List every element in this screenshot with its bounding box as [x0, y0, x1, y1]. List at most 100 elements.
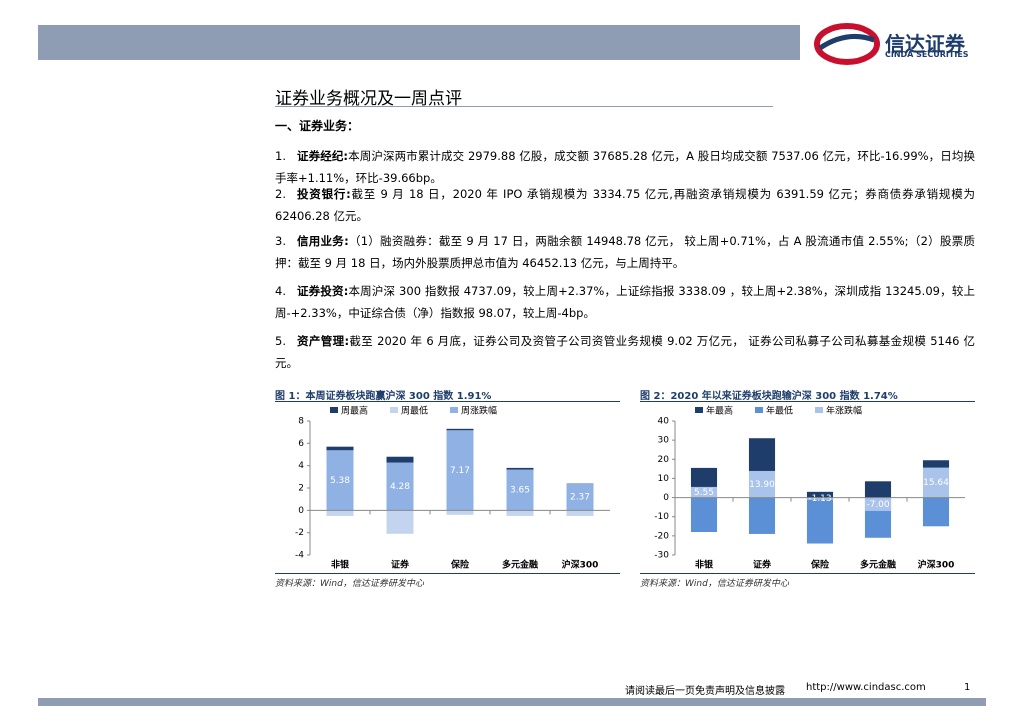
- legend-swatch: [695, 407, 703, 413]
- legend-swatch: [450, 407, 458, 413]
- bar-low: [922, 497, 950, 527]
- bar-low: [386, 510, 414, 534]
- figure-caption: 图 2：2020 年以来证券板块跑输沪深 300 指数 1.74%: [640, 391, 898, 402]
- logo-icon: [814, 23, 880, 65]
- x-tick-label: 非银: [695, 559, 714, 571]
- y-tick-label: 20: [658, 455, 670, 465]
- item-text: 截至 9 月 18 日，2020 年 IPO 承销规模为 3334.75 亿元,…: [275, 187, 975, 223]
- bar-change: [566, 483, 594, 511]
- x-tick-label: 沪深300: [562, 559, 599, 571]
- value-label: 5.38: [330, 476, 350, 486]
- value-label: -1.13: [808, 494, 831, 504]
- y-tick-label: 10: [658, 474, 670, 484]
- bar-high: [748, 438, 776, 471]
- y-tick-label: 2: [298, 484, 304, 494]
- value-label: 7.17: [450, 466, 470, 476]
- caption-rule: [640, 401, 975, 402]
- x-tick-label: 保险: [450, 559, 470, 571]
- item-label: 证券投资:: [297, 284, 349, 298]
- y-tick-label: 30: [658, 436, 670, 446]
- bar-low: [506, 510, 534, 516]
- y-tick-label: 40: [658, 417, 670, 427]
- y-tick-label: -10: [654, 512, 669, 522]
- legend-label: 年最低: [766, 405, 793, 417]
- value-label: 15.64: [923, 478, 949, 488]
- x-tick-label: 多元金融: [502, 559, 538, 571]
- y-tick-label: -4: [295, 551, 304, 561]
- value-label: 4.28: [390, 482, 410, 492]
- x-tick-label: 沪深300: [918, 559, 955, 571]
- value-label: -7.00: [866, 500, 890, 510]
- x-tick-label: 证券: [753, 559, 772, 571]
- legend-swatch: [815, 407, 823, 413]
- source-rule: [275, 573, 620, 574]
- y-tick-label: 0: [663, 493, 669, 503]
- list-item: 2. 投资银行:截至 9 月 18 日，2020 年 IPO 承销规模为 3334…: [275, 183, 975, 227]
- section-heading: 一、证券业务：: [275, 119, 360, 133]
- bar-high: [326, 446, 354, 451]
- caption-rule: [275, 401, 620, 402]
- legend-label: 年最高: [706, 405, 733, 417]
- footer-note: 请阅读最后一页免责声明及信息披露: [625, 686, 785, 697]
- list-item: 1. 证券经纪:本周沪深两市累计成交 2979.88 亿股，成交额 37685.2…: [275, 145, 975, 189]
- bar-high: [690, 467, 718, 487]
- legend-label: 周最高: [341, 405, 368, 417]
- item-number: 4.: [275, 284, 286, 298]
- item-label: 信用业务:: [297, 234, 349, 248]
- bar-high: [506, 467, 534, 470]
- x-tick-label: 非银: [331, 559, 350, 571]
- bar-change: [748, 470, 776, 498]
- y-tick-label: 8: [298, 417, 304, 427]
- page-number: 1: [964, 682, 971, 693]
- legend-swatch: [330, 407, 338, 413]
- list-item: 5. 资产管理:截至 2020 年 6 月底，证券公司及资管子公司资管业务规模 9…: [275, 330, 975, 374]
- y-tick-label: -30: [654, 551, 669, 561]
- item-text: 本周沪深 300 指数报 4737.09，较上周+2.37%，上证综指报 333…: [275, 284, 975, 320]
- x-tick-label: 保险: [810, 559, 830, 571]
- source-rule: [640, 573, 975, 574]
- item-number: 2.: [275, 187, 286, 201]
- bar-high: [806, 491, 834, 498]
- item-number: 5.: [275, 334, 286, 348]
- value-label: 5.55: [694, 488, 714, 498]
- item-label: 证券经纪:: [297, 149, 349, 163]
- logo-swoosh: [818, 33, 875, 51]
- legend-swatch: [755, 407, 763, 413]
- bar-change: [806, 497, 834, 500]
- item-text: 截至 2020 年 6 月底，证券公司及资管子公司资管业务规模 9.02 万亿元…: [275, 334, 975, 370]
- legend-swatch: [390, 407, 398, 413]
- y-tick-label: 0: [298, 506, 304, 516]
- value-label: 13.90: [749, 480, 775, 490]
- item-text: 本周沪深两市累计成交 2979.88 亿股，成交额 37685.28 亿元，A …: [275, 149, 975, 185]
- header-bar: [38, 25, 800, 60]
- y-tick-label: -2: [295, 528, 304, 538]
- chart: 年最高 年最低 年涨跌幅 -30 -20 -10 0 10 20 30 40 5.55 非银 13.90 证…: [654, 405, 965, 571]
- logo-en: CINDA SECURITIES: [885, 50, 969, 59]
- bar-high: [446, 428, 474, 431]
- item-number: 3.: [275, 234, 286, 248]
- item-text: （1）融资融券：截至 9 月 17 日，两融余额 14948.78 亿元， 较上…: [275, 234, 975, 270]
- legend-label: 周最低: [401, 405, 428, 417]
- bar-high: [864, 481, 892, 498]
- x-tick-label: 多元金融: [860, 559, 896, 571]
- bar-low: [806, 497, 834, 544]
- bar-change: [326, 450, 354, 511]
- bar-low: [326, 510, 354, 516]
- y-tick-label: 4: [298, 461, 304, 471]
- footer-url[interactable]: http://www.cindasc.com: [806, 682, 926, 693]
- y-tick-label: 6: [298, 439, 304, 449]
- bar-high: [386, 456, 414, 463]
- page-title: 证券业务概况及一周点评: [275, 89, 462, 109]
- x-tick-label: 证券: [391, 559, 410, 571]
- legend-label: 年涨跌幅: [826, 405, 862, 417]
- list-item: 3. 信用业务:（1）融资融券：截至 9 月 17 日，两融余额 14948.78…: [275, 230, 975, 274]
- y-tick-label: -20: [654, 531, 669, 541]
- title-rule: [275, 106, 773, 107]
- bar-change: [446, 430, 474, 511]
- list-item: 4. 证券投资:本周沪深 300 指数报 4737.09，较上周+2.37%，上证…: [275, 280, 975, 324]
- bar-change: [690, 486, 718, 498]
- legend-label: 周涨跌幅: [461, 405, 497, 417]
- value-label: 2.37: [570, 493, 590, 503]
- bar-low: [748, 497, 776, 534]
